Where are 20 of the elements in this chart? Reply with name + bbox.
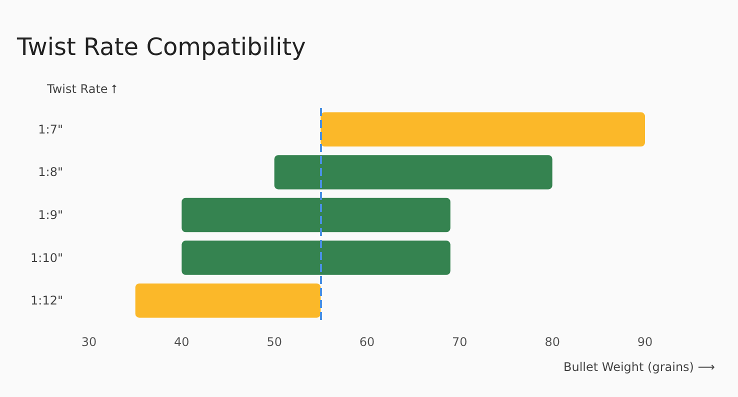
bar <box>182 240 450 275</box>
y-tick-label: 1:12" <box>30 294 63 308</box>
x-tick-label: 30 <box>81 335 97 349</box>
x-tick-label: 50 <box>266 335 282 349</box>
x-tick-label: 90 <box>637 335 653 349</box>
x-tick-label: 40 <box>174 335 190 349</box>
y-tick-label: 1:8" <box>38 165 63 180</box>
x-axis-title: Bullet Weight (grains) ⟶ <box>563 360 716 374</box>
chart-title: Twist Rate Compatibility <box>16 33 306 61</box>
bar <box>274 155 552 190</box>
x-tick-label: 80 <box>544 335 560 349</box>
y-tick-label: 1:9" <box>38 208 63 222</box>
bar <box>135 283 321 318</box>
bar <box>182 198 450 232</box>
bar <box>320 112 645 147</box>
x-tick-label: 70 <box>452 335 468 349</box>
y-tick-label: 1:10" <box>30 250 63 265</box>
y-tick-label: 1:7" <box>38 122 63 136</box>
x-tick-label: 60 <box>359 335 375 349</box>
y-axis-title: Twist Rate ⭡ <box>46 82 118 96</box>
